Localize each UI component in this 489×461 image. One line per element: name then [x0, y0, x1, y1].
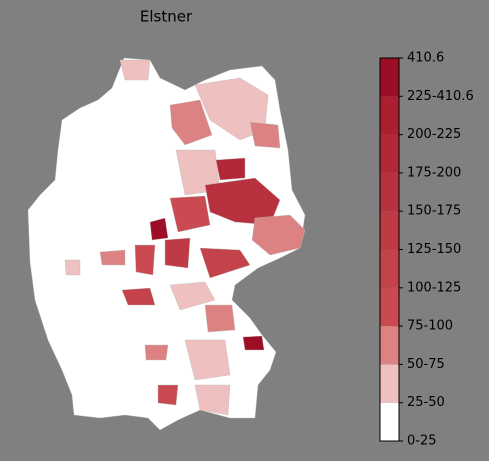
region [169, 281, 216, 311]
colorbar-tick-label: 125-150 [407, 242, 461, 257]
colorbar-segment [380, 134, 399, 173]
region [144, 344, 169, 361]
region [199, 247, 251, 279]
colorbar-segment [380, 364, 399, 403]
germany-map [27, 57, 306, 431]
colorbar-segment [380, 402, 399, 441]
region [169, 99, 213, 146]
colorbar-tick-label: 50-75 [407, 357, 445, 372]
region [64, 259, 81, 276]
region [149, 217, 169, 241]
region [121, 287, 156, 306]
colorbar-tick-label: 175-200 [407, 165, 461, 180]
region [157, 384, 179, 406]
colorbar-segment [380, 58, 399, 97]
colorbar-tick-label: 0-25 [407, 434, 437, 449]
colorbar: 0-25 25-50 50-75 75-100 100-125 125-150 150-17… [379, 51, 474, 449]
region [169, 195, 211, 233]
region [251, 214, 306, 256]
region [119, 59, 151, 81]
colorbar-segment [380, 96, 399, 135]
region [164, 237, 191, 269]
region [134, 244, 156, 276]
region [184, 339, 231, 381]
colorbar-segment [380, 172, 399, 212]
colorbar-segment [380, 211, 399, 250]
colorbar-tick-label: 200-225 [407, 127, 461, 142]
colorbar-tick-label: 75-100 [407, 319, 453, 334]
colorbar-tick-label: 25-50 [407, 395, 445, 410]
region-fills [64, 59, 306, 416]
region [194, 384, 231, 416]
colorbar-tick-label: 100-125 [407, 280, 461, 295]
map-title: Elstner [140, 8, 193, 26]
colorbar-segment [380, 249, 399, 288]
region [99, 249, 126, 266]
colorbar-tick-label: 150-175 [407, 204, 461, 219]
region [249, 121, 281, 149]
colorbar-segment [380, 326, 399, 365]
region [204, 304, 236, 333]
region [242, 335, 265, 351]
colorbar-tick-label: 225-410.6 [407, 89, 474, 104]
region [215, 157, 246, 181]
colorbar-segment [380, 287, 399, 327]
colorbar-tick-label: 410.6 [407, 51, 444, 66]
